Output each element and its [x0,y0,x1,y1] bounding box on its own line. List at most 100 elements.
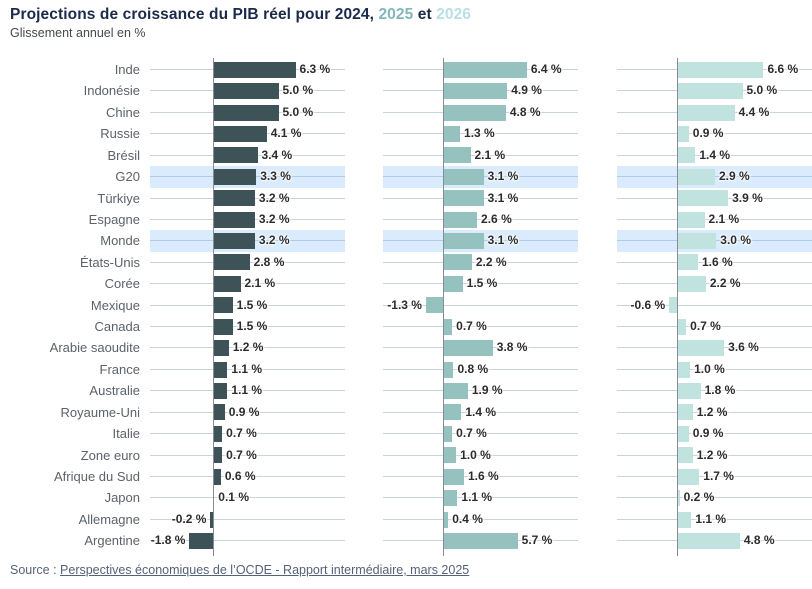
value-label: 0.1 % [218,490,249,505]
chart-row: 5.0 % [617,80,812,101]
bar-2025 [443,211,478,228]
value-label: 0.9 % [692,426,724,441]
gridline [383,390,578,392]
value-label: 3.2 % [258,233,290,248]
category-label: Afrique du Sud [53,469,140,485]
chart-row: 0.7 % [383,423,578,444]
bar-2026 [677,468,700,485]
value-label: 6.6 % [767,62,799,76]
value-label: 0.7 % [226,447,257,462]
value-label: -1.8 % [150,533,186,548]
chart-row: 2.1 % [150,273,345,294]
bar-2024 [213,168,257,185]
chart-row: 2.1 % [383,145,578,166]
gridline [383,454,578,456]
bar-2024 [213,254,250,271]
gridline [617,261,812,263]
value-label: 1.2 % [696,404,728,419]
bar-2024 [213,468,221,485]
gridline [617,218,812,220]
gridline [617,411,812,413]
gridline [383,411,578,413]
bar-2025 [443,254,472,271]
gridline [383,497,578,499]
value-label: 0.6 % [224,469,256,484]
source-line: Source : Perspectives économiques de l’O… [10,563,469,577]
value-label: 2.2 % [709,276,741,291]
gridline [150,518,345,520]
panel-2026: 6.6 % 5.0 % 4.4 % 0.9 % 1.4 % 2.9 % 3.9 % 2.1 %… [617,58,812,556]
value-label: 3.9 % [732,190,763,205]
value-label: 5.0 % [282,83,314,98]
value-label: 0.4 % [452,511,483,526]
gridline [150,368,345,370]
gridline [383,476,578,478]
category-label: G20 [115,169,140,185]
bar-2025 [443,190,484,207]
category-label: Canada [94,319,140,335]
value-label: 0.7 % [456,426,487,441]
gridline [383,218,578,220]
category-label: Russie [100,126,140,142]
value-label: 1.5 % [466,276,498,291]
chart-row: 2.8 % [150,252,345,273]
bar-2026 [677,425,689,442]
bar-2025 [443,233,484,250]
bar-2026 [677,168,715,185]
bar-2026 [677,383,701,400]
gridline [383,433,578,435]
value-label: 6.4 % [530,62,562,76]
chart-row: 1.7 % [617,466,812,487]
category-label: Chine [106,104,140,120]
gridline [150,304,345,306]
chart-row: 1.5 % [150,295,345,316]
bar-2024 [213,425,223,442]
value-label: 2.9 % [718,169,750,184]
bar-2026 [677,254,698,271]
chart-row: 1.1 % [150,380,345,401]
chart-row: 6.3 % [150,59,345,80]
category-label: Türkiye [97,190,140,206]
panel-2024: 6.3 % 5.0 % 5.0 % 4.1 % 3.4 % 3.3 % 3.2 % 3.2 %… [150,58,345,556]
bar-2024 [213,297,233,314]
value-label: 6.3 % [299,62,331,76]
chart-row: 0.7 % [383,316,578,337]
bar-2024 [213,125,267,142]
value-label: 0.7 % [690,319,721,334]
bar-2025 [443,61,527,78]
chart-row: 3.2 % [150,188,345,209]
chart-row: 3.0 % [617,230,812,252]
title-et: et [413,6,437,23]
category-label: Italie [112,426,140,442]
source-link[interactable]: Perspectives économiques de l’OCDE - Rap… [60,563,470,577]
chart-row: 0.7 % [150,423,345,444]
gridline [617,497,812,499]
gridline [150,476,345,478]
chart-row: 2.2 % [617,273,812,294]
value-label: 1.6 % [701,254,733,269]
chart-row: 4.8 % [383,102,578,123]
gridline [617,433,812,435]
chart-row: 5.7 % [383,530,578,551]
chart-row: 2.9 % [617,166,812,188]
bar-2026 [677,447,693,464]
chart-row: 2.1 % [617,209,812,230]
gridline [383,368,578,370]
bar-2024 [213,147,258,164]
bar-2025 [443,318,453,335]
value-label: 3.1 % [487,190,519,205]
chart-row: 3.3 % [150,166,345,188]
chart-row: -1.3 % [383,295,578,316]
bar-2026 [669,297,677,314]
value-label: 4.9 % [511,83,542,98]
bar-2026 [677,318,687,335]
chart-row: 0.7 % [617,316,812,337]
category-label: Indonésie [83,83,140,99]
value-label: 1.4 % [465,404,497,419]
chart-row: 3.2 % [150,230,345,252]
gridline [150,497,345,499]
bar-2026 [677,125,689,142]
bar-2024 [213,361,228,378]
value-label: -0.2 % [171,511,207,526]
value-label: 4.1 % [270,126,302,141]
